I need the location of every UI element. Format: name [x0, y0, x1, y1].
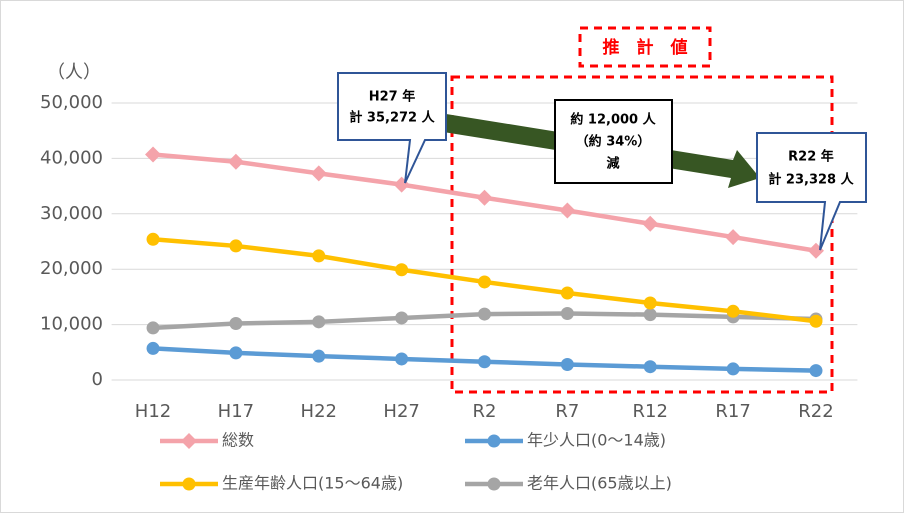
- callout-text: 約 12,000 人: [570, 112, 656, 128]
- marker: [182, 477, 196, 491]
- callout-r22: [756, 132, 867, 251]
- x-tick-label: H12: [135, 401, 171, 422]
- marker: [726, 304, 740, 318]
- marker: [726, 362, 740, 376]
- marker: [478, 307, 491, 321]
- legend-label: 老年人口(65歳以上): [527, 474, 672, 493]
- marker: [487, 434, 501, 448]
- marker: [725, 229, 742, 246]
- callout-text: R22 年: [788, 149, 834, 165]
- marker: [642, 215, 659, 232]
- marker: [229, 346, 243, 360]
- x-tick-label: R7: [555, 401, 579, 422]
- marker: [310, 165, 327, 182]
- y-unit: （人）: [47, 62, 101, 83]
- estimate-region: [450, 75, 834, 394]
- marker: [560, 357, 574, 371]
- y-tick-label: 30,000: [40, 203, 103, 224]
- x-tick-label: R2: [473, 401, 497, 422]
- estimate-label: 推 計 値: [603, 37, 688, 58]
- marker: [643, 360, 657, 374]
- marker: [227, 153, 244, 170]
- x-tick-label: R22: [798, 401, 833, 422]
- marker: [312, 349, 326, 363]
- callout-text: 減: [606, 156, 619, 172]
- marker: [478, 355, 491, 369]
- y-tick-label: 0: [92, 369, 103, 390]
- marker: [146, 321, 160, 335]
- legend-label: 生産年齢人口(15～64歳): [222, 474, 403, 493]
- marker: [146, 232, 160, 246]
- y-tick-label: 40,000: [40, 147, 103, 168]
- legend-label: 総数: [222, 431, 254, 450]
- x-tick-label: R12: [633, 401, 668, 422]
- marker: [312, 249, 326, 263]
- marker: [560, 286, 574, 300]
- marker: [643, 308, 657, 322]
- y-tick-label: 50,000: [40, 92, 103, 113]
- x-tick-label: R17: [715, 401, 750, 422]
- estimate-box: [578, 26, 712, 68]
- marker: [809, 364, 823, 378]
- marker: [181, 433, 197, 449]
- callout-decrease: [554, 99, 673, 184]
- marker: [476, 189, 493, 206]
- callout-text: H27 年: [369, 89, 416, 105]
- marker: [395, 311, 409, 325]
- y-tick-label: 10,000: [40, 314, 103, 335]
- marker: [560, 307, 574, 321]
- legend-label: 年少人口(0～14歳): [527, 431, 666, 450]
- marker: [809, 314, 823, 328]
- callout-text: 計 35,272 人: [349, 110, 435, 126]
- marker: [312, 315, 326, 329]
- callout-text: （約 34%）: [576, 134, 651, 150]
- marker: [643, 296, 657, 310]
- marker: [478, 275, 491, 289]
- x-tick-label: H22: [301, 401, 337, 422]
- y-tick-label: 20,000: [40, 258, 103, 279]
- marker: [229, 239, 243, 253]
- marker: [146, 341, 160, 355]
- callout-h27: [337, 72, 447, 184]
- marker: [395, 352, 409, 366]
- marker: [395, 263, 409, 277]
- x-tick-label: H17: [218, 401, 254, 422]
- marker: [487, 477, 501, 491]
- x-tick-label: H27: [383, 401, 419, 422]
- marker: [229, 316, 243, 330]
- callout-text: 計 23,328 人: [768, 172, 854, 188]
- marker: [559, 202, 576, 219]
- marker: [145, 146, 162, 163]
